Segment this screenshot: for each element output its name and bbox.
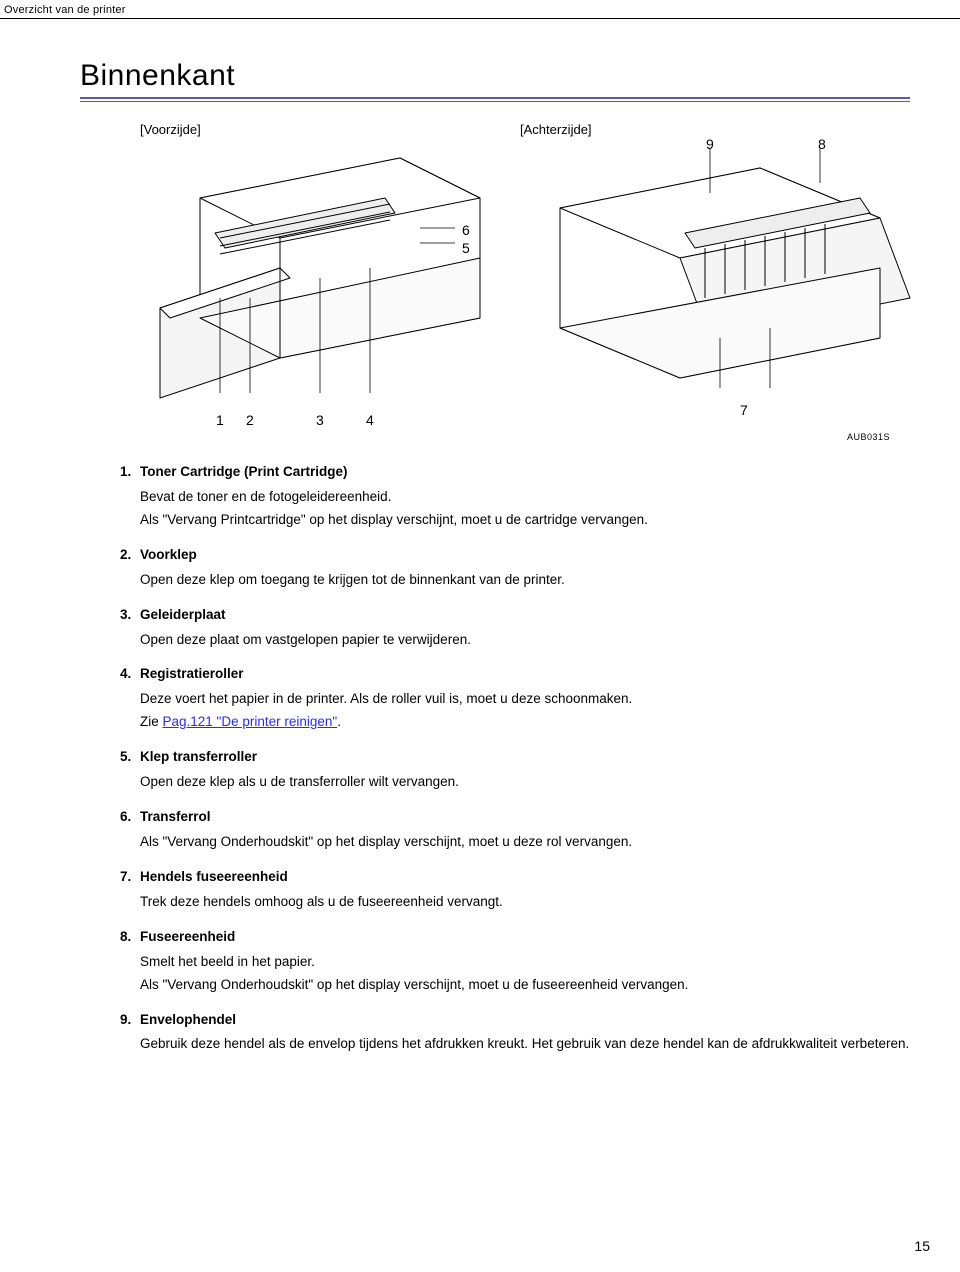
- item-text: Open deze plaat om vastgelopen papier te…: [140, 630, 910, 651]
- parts-list: 1.Toner Cartridge (Print Cartridge) Beva…: [120, 462, 910, 1055]
- item-text: Als "Vervang Onderhoudskit" op het displ…: [140, 832, 910, 853]
- item-title: Toner Cartridge (Print Cartridge): [140, 464, 348, 479]
- item-title: Voorklep: [140, 547, 197, 562]
- page-reference-link[interactable]: Pag.121 "De printer reinigen": [163, 714, 338, 729]
- page-number: 15: [914, 1238, 930, 1254]
- callout-7: 7: [740, 402, 748, 418]
- item-text: Smelt het beeld in het papier.: [140, 952, 910, 973]
- list-item: 4.Registratieroller Deze voert het papie…: [120, 664, 910, 733]
- item-number: 6.: [120, 807, 140, 828]
- title-rule-bottom: [80, 101, 910, 102]
- item-text: Open deze klep als u de transferroller w…: [140, 772, 910, 793]
- item-title: Hendels fuseereenheid: [140, 869, 288, 884]
- link-prefix: Zie: [140, 714, 163, 729]
- title-rule-top: [80, 97, 910, 99]
- item-text: Als "Vervang Printcartridge" op het disp…: [140, 510, 910, 531]
- list-item: 1.Toner Cartridge (Print Cartridge) Beva…: [120, 462, 910, 531]
- item-text: Gebruik deze hendel als de envelop tijde…: [140, 1034, 910, 1055]
- list-item: 9.Envelophendel Gebruik deze hendel als …: [120, 1010, 910, 1056]
- item-number: 4.: [120, 664, 140, 685]
- list-item: 6.Transferrol Als "Vervang Onderhoudskit…: [120, 807, 910, 853]
- callout-9: 9: [706, 136, 714, 152]
- callout-8: 8: [818, 136, 826, 152]
- item-title: Klep transferroller: [140, 749, 257, 764]
- item-title: Envelophendel: [140, 1012, 236, 1027]
- item-number: 7.: [120, 867, 140, 888]
- item-number: 9.: [120, 1010, 140, 1031]
- figure-area: [Voorzijde] [Achterzijde]: [140, 122, 910, 442]
- printer-back-illustration: [520, 138, 920, 418]
- item-number: 8.: [120, 927, 140, 948]
- back-view-label: [Achterzijde]: [520, 122, 592, 137]
- item-title: Transferrol: [140, 809, 211, 824]
- item-text: Open deze klep om toegang te krijgen tot…: [140, 570, 910, 591]
- item-text: Deze voert het papier in de printer. Als…: [140, 689, 910, 710]
- page-content: Binnenkant [Voorzijde] [Achterzijde]: [0, 19, 960, 1055]
- item-number: 5.: [120, 747, 140, 768]
- figure-code: AUB031S: [847, 432, 890, 442]
- link-suffix: .: [337, 714, 341, 729]
- item-text: Bevat de toner en de fotogeleidereenheid…: [140, 487, 910, 508]
- printer-front-illustration: [140, 138, 500, 418]
- item-title: Registratieroller: [140, 666, 244, 681]
- front-view-label: [Voorzijde]: [140, 122, 201, 137]
- list-item: 7.Hendels fuseereenheid Trek deze hendel…: [120, 867, 910, 913]
- item-text: Als "Vervang Onderhoudskit" op het displ…: [140, 975, 910, 996]
- callout-2: 2: [246, 412, 254, 428]
- list-item: 2.Voorklep Open deze klep om toegang te …: [120, 545, 910, 591]
- list-item: 8.Fuseereenheid Smelt het beeld in het p…: [120, 927, 910, 996]
- callout-6: 6: [462, 222, 470, 238]
- list-item: 5.Klep transferroller Open deze klep als…: [120, 747, 910, 793]
- item-text: Trek deze hendels omhoog als u de fuseer…: [140, 892, 910, 913]
- list-item: 3.Geleiderplaat Open deze plaat om vastg…: [120, 605, 910, 651]
- item-title: Fuseereenheid: [140, 929, 235, 944]
- item-number: 3.: [120, 605, 140, 626]
- page-header: Overzicht van de printer: [0, 0, 960, 19]
- item-number: 1.: [120, 462, 140, 483]
- section-title: Binnenkant: [80, 59, 910, 93]
- callout-5: 5: [462, 240, 470, 256]
- callout-3: 3: [316, 412, 324, 428]
- callout-1: 1: [216, 412, 224, 428]
- item-title: Geleiderplaat: [140, 607, 226, 622]
- callout-4: 4: [366, 412, 374, 428]
- item-number: 2.: [120, 545, 140, 566]
